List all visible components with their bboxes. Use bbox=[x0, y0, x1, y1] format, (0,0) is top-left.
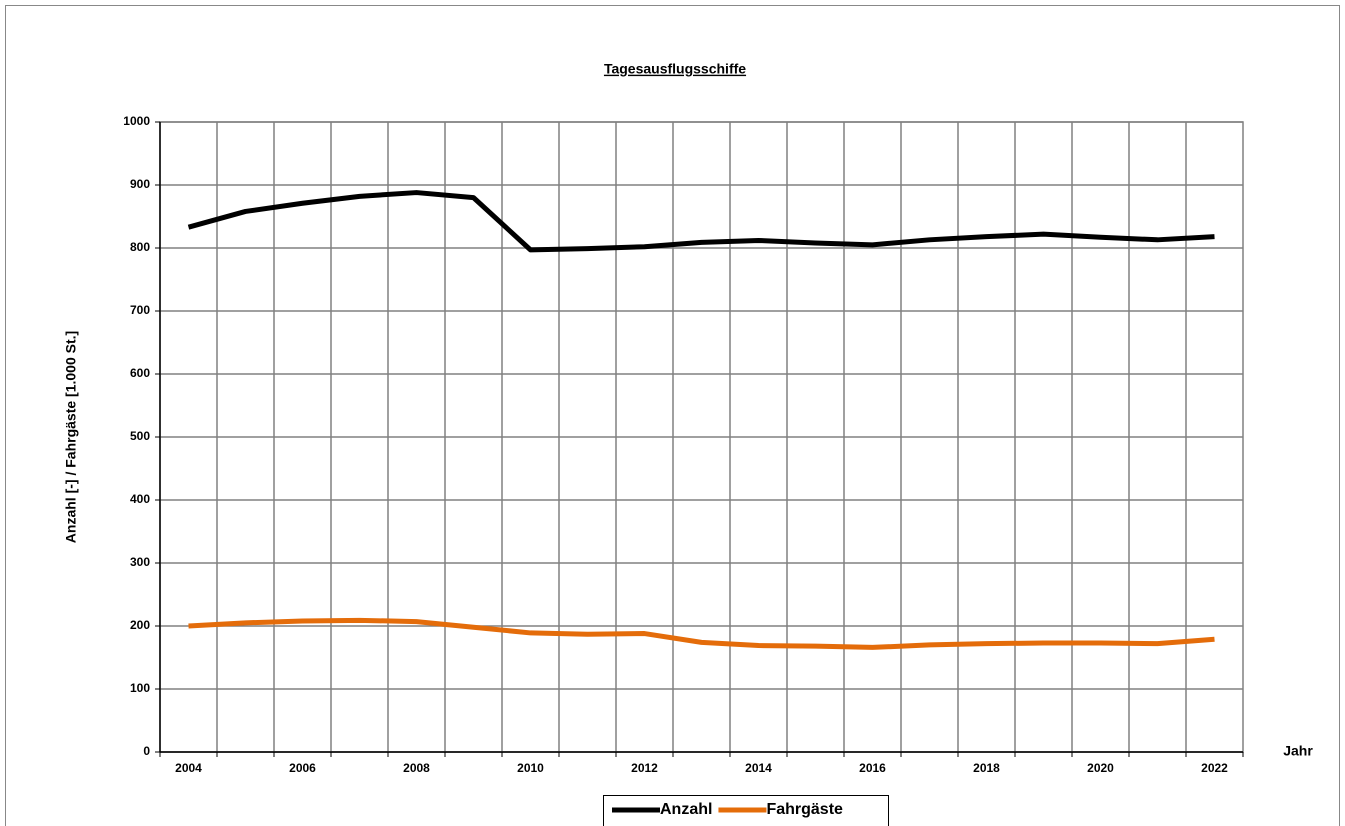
x-tick-label: 2016 bbox=[859, 761, 886, 775]
y-tick-label: 900 bbox=[130, 177, 150, 191]
y-axis-label: Anzahl [-] / Fahrgäste [1.000 St.] bbox=[63, 331, 79, 543]
x-tick-label: 2022 bbox=[1201, 761, 1228, 775]
y-tick-label: 1000 bbox=[123, 114, 150, 128]
chart-title: Tagesausflugsschiffe bbox=[604, 61, 746, 77]
x-tick-label: 2004 bbox=[175, 761, 202, 775]
y-tick-label: 400 bbox=[130, 492, 150, 506]
x-tick-label: 2008 bbox=[403, 761, 430, 775]
y-tick-label: 600 bbox=[130, 366, 150, 380]
line-series bbox=[188, 617, 1215, 650]
y-tick-label: 100 bbox=[130, 681, 150, 695]
x-tick-label: 2010 bbox=[517, 761, 544, 775]
y-tick-label: 300 bbox=[130, 555, 150, 569]
x-tick-label: 2014 bbox=[745, 761, 772, 775]
legend: Anzahl Fahrgäste bbox=[603, 795, 889, 826]
legend-label: Fahrgäste bbox=[766, 801, 843, 818]
x-axis-label: Jahr bbox=[1283, 743, 1313, 759]
chart-frame bbox=[5, 5, 1340, 826]
y-tick-label: 500 bbox=[130, 429, 150, 443]
legend-label: Anzahl bbox=[660, 801, 712, 818]
x-tick-label: 2018 bbox=[973, 761, 1000, 775]
line-series bbox=[187, 190, 1215, 253]
y-tick-label: 800 bbox=[130, 240, 150, 254]
y-tick-label: 0 bbox=[143, 744, 150, 758]
x-tick-label: 2006 bbox=[289, 761, 316, 775]
y-tick-label: 700 bbox=[130, 303, 150, 317]
y-tick-label: 200 bbox=[130, 618, 150, 632]
x-tick-label: 2012 bbox=[631, 761, 658, 775]
x-tick-label: 2020 bbox=[1087, 761, 1114, 775]
